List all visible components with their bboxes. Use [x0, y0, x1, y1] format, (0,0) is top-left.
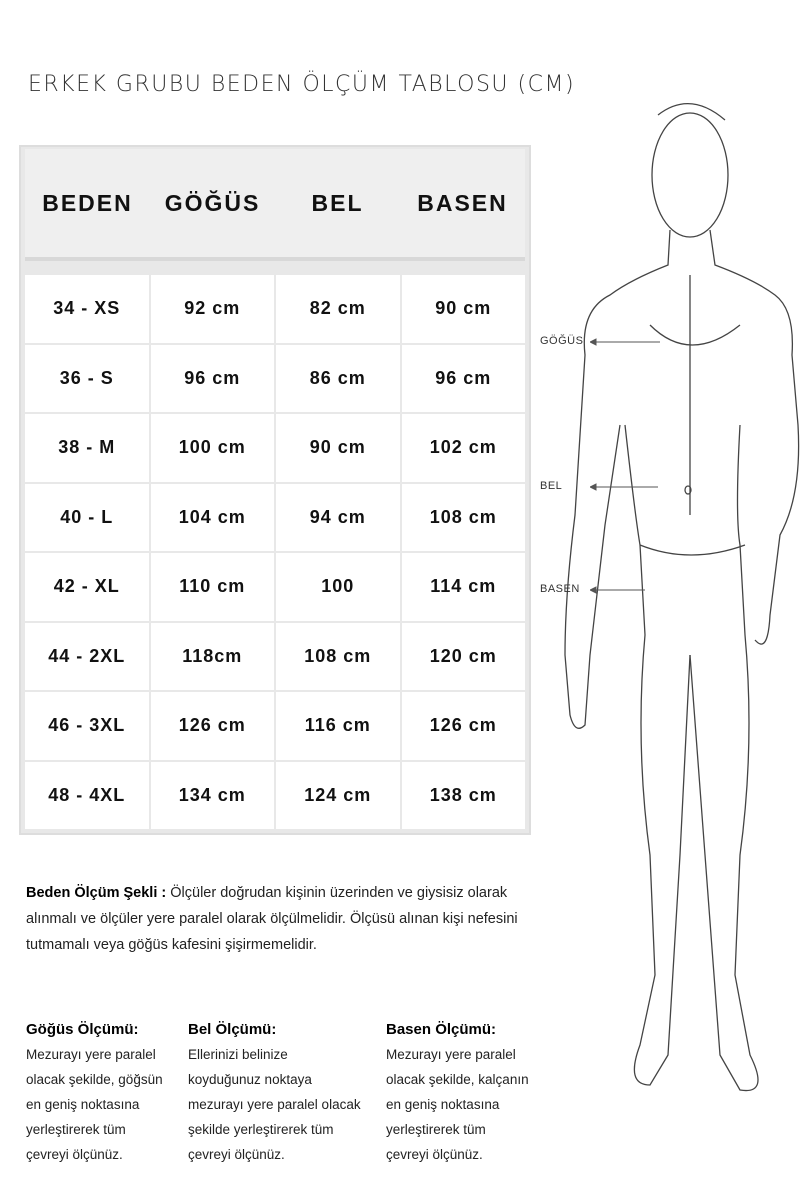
waist-instruction-title: Bel Ölçümü: — [188, 1021, 277, 1038]
size-table: BEDEN GÖĞÜS BEL BASEN 34 - XS 92 cm 82 cm 9… — [19, 145, 531, 835]
figure-label-hip: BASEN — [540, 583, 580, 595]
header-beden: BEDEN — [42, 189, 133, 216]
measurement-description: Beden Ölçüm Şekli : Ölçüler doğrudan kiş… — [26, 880, 526, 958]
cell-size: 40 - L — [25, 483, 149, 551]
cell-waist: 100 — [276, 553, 400, 621]
chest-instruction: Göğüs Ölçümü: Mezurayı yere paralel olac… — [26, 1018, 196, 1167]
chest-instruction-title: Göğüs Ölçümü: — [26, 1021, 139, 1038]
table-body: 34 - XS 92 cm 82 cm 90 cm 36 - S 96 cm 86 cm 96… — [25, 275, 525, 829]
figure-label-waist: BEL — [540, 480, 563, 492]
cell-chest: 96 cm — [150, 344, 274, 412]
cell-size: 44 - 2XL — [25, 622, 149, 690]
table-row: 42 - XL 110 cm 100 114 cm — [25, 553, 525, 621]
body-figure-illustration — [564, 102, 800, 1092]
cell-hip: 108 cm — [401, 483, 525, 551]
hip-instruction-title: Basen Ölçümü: — [386, 1021, 497, 1038]
table-header: BEDEN GÖĞÜS BEL BASEN — [25, 149, 525, 261]
cell-waist: 116 cm — [276, 692, 400, 760]
cell-chest: 104 cm — [150, 483, 274, 551]
figure-label-chest: GÖĞÜS — [540, 335, 584, 347]
cell-chest: 110 cm — [150, 553, 274, 621]
cell-hip: 96 cm — [401, 344, 525, 412]
cell-size: 38 - M — [25, 414, 149, 482]
table-row: 36 - S 96 cm 86 cm 96 cm — [25, 344, 525, 412]
description-label: Beden Ölçüm Şekli : — [26, 885, 167, 901]
cell-chest: 118cm — [150, 622, 274, 690]
cell-waist: 124 cm — [276, 761, 400, 829]
cell-waist: 86 cm — [276, 344, 400, 412]
page-title: ERKEK GRUBU BEDEN ÖLÇÜM TABLOSU (CM) — [28, 72, 576, 97]
cell-hip: 120 cm — [401, 622, 525, 690]
cell-hip: 126 cm — [401, 692, 525, 760]
chest-instruction-text: Mezurayı yere paralel olacak şekilde, gö… — [26, 1047, 163, 1162]
cell-size: 34 - XS — [25, 275, 149, 343]
measurement-arrows — [590, 338, 660, 594]
header-bel: BEL — [311, 189, 364, 216]
cell-waist: 82 cm — [276, 275, 400, 343]
table-row: 44 - 2XL 118cm 108 cm 120 cm — [25, 622, 525, 690]
description-text: Ölçüler doğrudan kişinin üzerinden ve gi… — [26, 885, 518, 953]
cell-waist: 108 cm — [276, 622, 400, 690]
cell-chest: 92 cm — [150, 275, 274, 343]
header-gogus: GÖĞÜS — [164, 189, 261, 216]
table-row: 46 - 3XL 126 cm 116 cm 126 cm — [25, 692, 525, 760]
cell-chest: 126 cm — [150, 692, 274, 760]
header-basen: BASEN — [417, 189, 508, 216]
cell-chest: 134 cm — [150, 761, 274, 829]
cell-hip: 114 cm — [401, 553, 525, 621]
table-row: 40 - L 104 cm 94 cm 108 cm — [25, 483, 525, 551]
cell-waist: 94 cm — [276, 483, 400, 551]
table-row: 38 - M 100 cm 90 cm 102 cm — [25, 414, 525, 482]
cell-hip: 138 cm — [401, 761, 525, 829]
waist-instruction: Bel Ölçümü: Ellerinizi belinize koyduğun… — [188, 1018, 361, 1167]
cell-chest: 100 cm — [150, 414, 274, 482]
hip-instruction: Basen Ölçümü: Mezurayı yere paralel olac… — [386, 1018, 556, 1167]
cell-size: 48 - 4XL — [25, 761, 149, 829]
hip-instruction-text: Mezurayı yere paralel olacak şekilde, ka… — [386, 1047, 529, 1162]
table-row: 34 - XS 92 cm 82 cm 90 cm — [25, 275, 525, 343]
cell-hip: 90 cm — [401, 275, 525, 343]
cell-hip: 102 cm — [401, 414, 525, 482]
cell-size: 46 - 3XL — [25, 692, 149, 760]
cell-size: 42 - XL — [25, 553, 149, 621]
cell-waist: 90 cm — [276, 414, 400, 482]
table-row: 48 - 4XL 134 cm 124 cm 138 cm — [25, 761, 525, 829]
cell-size: 36 - S — [25, 344, 149, 412]
waist-instruction-text: Ellerinizi belinize koyduğunuz noktaya m… — [188, 1047, 361, 1162]
